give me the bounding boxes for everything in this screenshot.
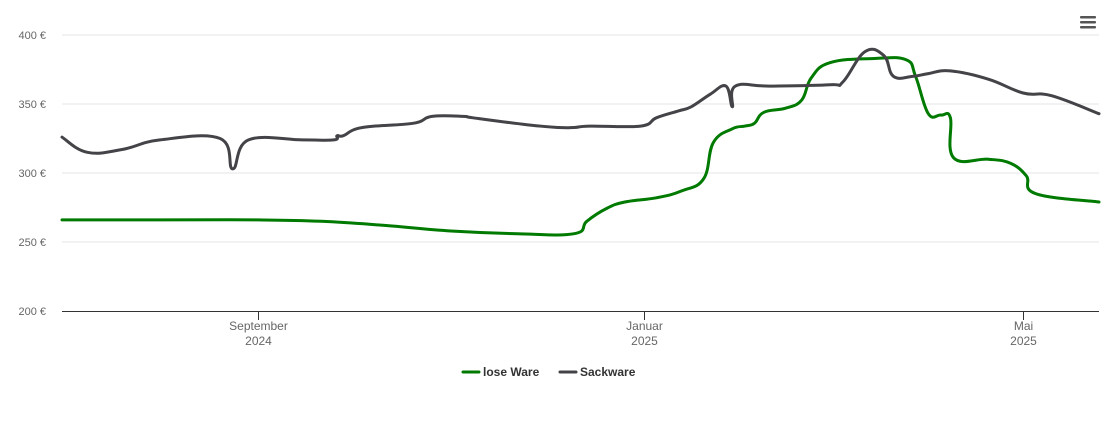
x-tick-label: September xyxy=(229,319,288,333)
y-tick-label: 300 € xyxy=(18,168,46,180)
x-tick-label: 2025 xyxy=(631,334,658,348)
series-lines xyxy=(60,47,1101,237)
legend-label: Sackware xyxy=(580,365,636,379)
y-tick-label: 400 € xyxy=(18,30,46,42)
series-line-sackware xyxy=(60,47,1101,171)
series-line-lose-ware xyxy=(60,56,1101,237)
y-tick-label: 350 € xyxy=(18,99,46,111)
legend[interactable]: lose Ware Sackware xyxy=(461,365,636,379)
y-tick-label: 200 € xyxy=(18,306,46,318)
x-tick-label: Januar xyxy=(626,319,663,333)
legend-label: lose Ware xyxy=(483,365,540,379)
x-tick-label: Mai xyxy=(1014,319,1033,333)
x-tick-label: 2024 xyxy=(245,334,272,348)
hamburger-menu-button[interactable] xyxy=(1075,10,1101,34)
y-tick-label: 250 € xyxy=(18,237,46,249)
hamburger-menu-icon xyxy=(1080,16,1096,29)
x-tick-label: 2025 xyxy=(1010,334,1037,348)
grid-lines xyxy=(62,34,1099,243)
y-axis-labels: 200 € 250 € 300 € 350 € 400 € xyxy=(18,30,46,318)
